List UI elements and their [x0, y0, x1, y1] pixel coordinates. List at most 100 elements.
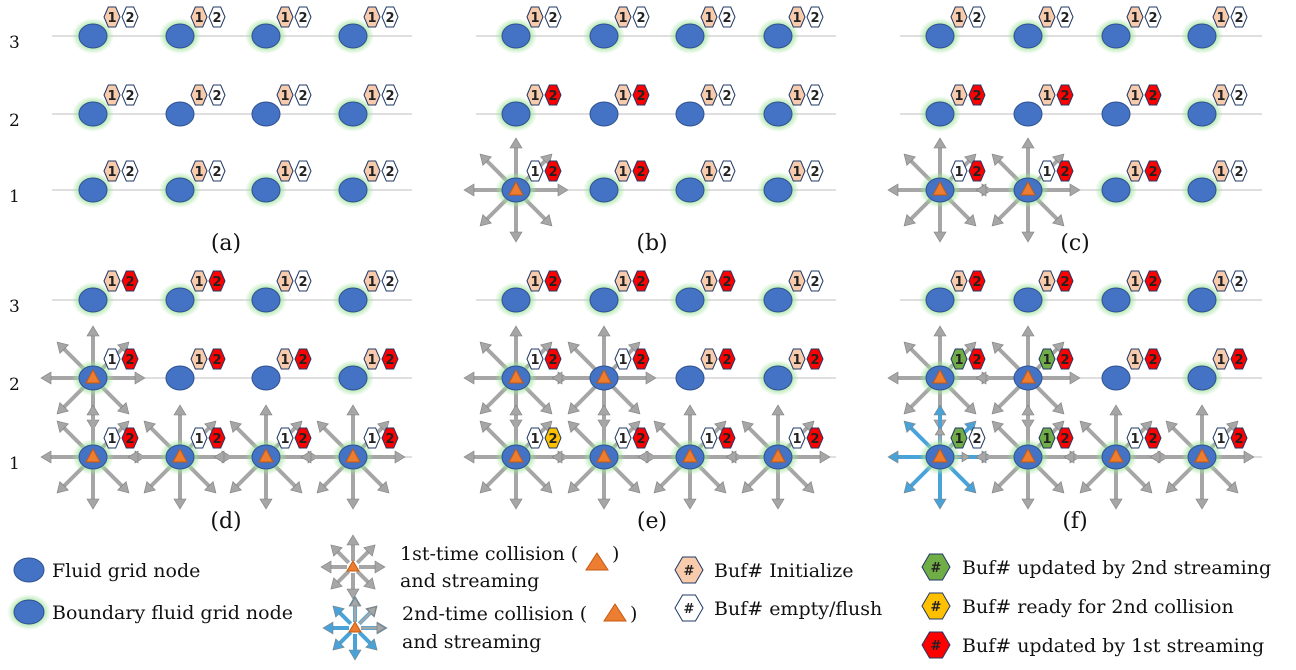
hexagon-icon: [700, 6, 718, 28]
buffer-number: 2: [722, 165, 731, 180]
buffer-number: 2: [385, 353, 394, 368]
hexagon-icon: [103, 348, 121, 370]
hexagon-icon: [294, 6, 312, 28]
node-circle: [589, 287, 619, 313]
buffer-2-badge: 2: [121, 270, 139, 292]
hexagon-icon: [1038, 348, 1056, 370]
node-circle: [925, 287, 955, 313]
legend-collision1-text: 1st-time collision (: [400, 543, 578, 565]
buffer-number: 2: [548, 89, 557, 104]
boundary-fluid-grid-node: [669, 172, 711, 208]
hexagon-icon: [544, 427, 562, 449]
triangle-icon: [258, 447, 274, 463]
hexagon-icon: [363, 6, 381, 28]
buffer-number: 1: [954, 275, 963, 290]
buffer-1-badge: 1: [363, 6, 381, 28]
buffer-2-badge: 2: [294, 348, 312, 370]
buffer-number: 1: [280, 353, 289, 368]
buffer-2-badge: 2: [1144, 270, 1162, 292]
arrow-head: [991, 481, 1004, 494]
legend-boundary-node: Boundary fluid grid node: [7, 594, 293, 630]
legend: Fluid grid node Boundary fluid grid node…: [7, 534, 1271, 661]
arrow-head: [316, 481, 329, 494]
buffer-1-badge: 1: [526, 270, 544, 292]
buffer-2-badge: 2: [544, 6, 562, 28]
svg-text:1st-time collision (: 1st-time collision (: [400, 543, 578, 565]
arrow-head: [903, 481, 916, 494]
triangle-icon: [85, 368, 101, 384]
arrow-shaft: [336, 569, 351, 584]
buffer-1-badge: 1: [276, 160, 294, 182]
hexagon-icon: [103, 84, 121, 106]
node-circle: [1101, 23, 1131, 49]
hexagon-icon: [276, 160, 294, 182]
buffer-1-badge: 1: [700, 427, 718, 449]
buffer-number: 1: [792, 11, 801, 26]
arrow-head: [229, 481, 242, 494]
hexagon-icon: [614, 427, 632, 449]
buffer-1-badge: 1: [103, 160, 121, 182]
boundary-fluid-grid-node: [495, 96, 537, 132]
hexagon-icon: [1038, 270, 1056, 292]
arrow-head: [964, 481, 977, 494]
buffer-number: 2: [548, 275, 557, 290]
hexagon-icon: [788, 348, 806, 370]
boundary-fluid-grid-node: [583, 282, 625, 318]
node-circle: [501, 287, 531, 313]
buffer-2-badge: 2: [381, 84, 399, 106]
node-circle: [763, 177, 793, 203]
boundary-fluid-grid-node: [159, 172, 201, 208]
legend-boundary-node-label: Boundary fluid grid node: [52, 602, 293, 624]
buffer-number: 1: [1130, 353, 1139, 368]
buffer-1-badge: 1: [1126, 270, 1144, 292]
boundary-fluid-grid-node: [757, 18, 799, 54]
buffer-number: 1: [1130, 89, 1139, 104]
hexagon-icon: [208, 160, 226, 182]
buffer-number: 2: [810, 275, 819, 290]
panel-caption: (d): [210, 509, 241, 534]
boundary-fluid-grid-node: [919, 439, 961, 475]
fluid-grid-node: [675, 365, 705, 391]
buffer-2-badge: 2: [806, 6, 824, 28]
buffer-number: 1: [704, 11, 713, 26]
buffer-number: 2: [1148, 353, 1157, 368]
hexagon-icon: [190, 348, 208, 370]
buffer-number: 2: [636, 165, 645, 180]
boundary-fluid-grid-node: [757, 282, 799, 318]
hexagon-icon: [1126, 6, 1144, 28]
arrow-head: [628, 481, 641, 494]
hexagon-icon: [544, 270, 562, 292]
arrow-head: [479, 402, 492, 415]
triangle-icon: [603, 603, 627, 622]
arrow-head: [346, 534, 360, 546]
arrow-head: [213, 450, 225, 464]
boundary-fluid-grid-node: [919, 282, 961, 318]
hexagon-icon: [103, 270, 121, 292]
arrow-head: [975, 183, 987, 197]
buffer-1-badge: 1: [614, 270, 632, 292]
boundary-fluid-grid-node: [1181, 172, 1223, 208]
buffer-number: 2: [1060, 432, 1069, 447]
arrow-head: [86, 325, 100, 337]
buffer-number: 1: [107, 165, 116, 180]
node-circle: [78, 177, 108, 203]
buffer-1-badge: 1: [526, 6, 544, 28]
node-circle: [501, 23, 531, 49]
node-circle: [1013, 287, 1043, 313]
buffer-2-badge: 2: [1056, 270, 1074, 292]
buffer-1-badge: 1: [363, 348, 381, 370]
buffer-number: 2: [1234, 353, 1243, 368]
arrow-head: [290, 481, 303, 494]
arrow-head: [377, 481, 390, 494]
arrow-head: [1140, 481, 1153, 494]
buffer-2-badge: 2: [208, 427, 226, 449]
buffer-number: 2: [212, 89, 221, 104]
arrow-head: [1079, 420, 1092, 433]
arrow-head: [933, 325, 947, 337]
hexagon-icon: [700, 160, 718, 182]
hexagon-icon: [632, 270, 650, 292]
arrow-head: [463, 450, 475, 464]
buffer-1-badge: 1: [1126, 427, 1144, 449]
buffer-2-badge: 2: [1144, 427, 1162, 449]
buffer-number: 2: [385, 165, 394, 180]
